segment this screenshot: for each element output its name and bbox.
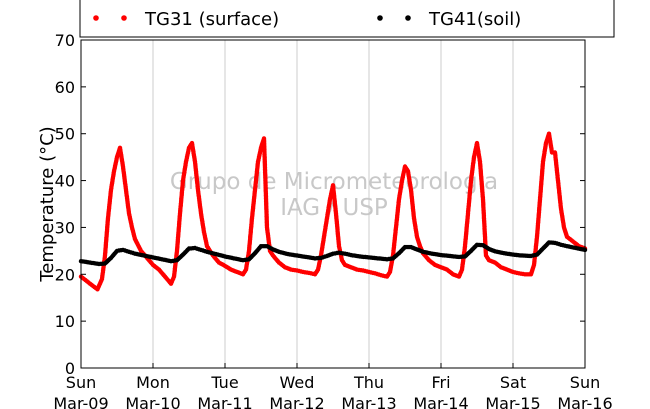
legend: TG31 (surface) TG41(soil): [79, 0, 615, 38]
x-tick-day-2: Tue: [210, 373, 238, 392]
x-tick-date-6: Mar-15: [485, 394, 540, 409]
x-tick-day-3: Wed: [280, 373, 315, 392]
plot-frame: [80, 39, 586, 369]
y-tick-label-20: 20: [55, 265, 75, 284]
x-tick-date-5: Mar-14: [413, 394, 468, 409]
x-tick-day-1: Mon: [136, 373, 170, 392]
x-tick-date-0: Mar-09: [53, 394, 108, 409]
y-tick-label-10: 10: [55, 312, 75, 331]
x-tick-date-7: Mar-16: [557, 394, 612, 409]
x-axis-ticks: Sun Mar-09 Mon Mar-10 Tue Mar-11 Wed Mar-12 Thu M…: [53, 363, 613, 409]
legend-box: [79, 0, 615, 38]
series-surface: [78, 131, 588, 292]
y-axis-label: Temperature (°C): [37, 126, 58, 282]
legend-marker-soil: [377, 15, 411, 21]
y-tick-label-30: 30: [55, 218, 75, 237]
legend-marker-surface: [93, 15, 127, 21]
y-tick-label-60: 60: [55, 78, 75, 97]
y-tick-label-0: 0: [65, 359, 75, 378]
x-tick-date-4: Mar-13: [341, 394, 396, 409]
legend-label-soil: TG41(soil): [428, 9, 521, 30]
x-tick-day-7: Sun: [570, 373, 600, 392]
x-tick-date-3: Mar-12: [269, 394, 324, 409]
watermark: Grupo de Micrometeorologia IAG / USP: [170, 169, 498, 221]
legend-label-surface: TG31 (surface): [144, 9, 279, 30]
series-soil: [78, 240, 588, 267]
y-tick-label-70: 70: [55, 31, 75, 50]
x-tick-date-1: Mar-10: [125, 394, 180, 409]
y-axis-ticks: 0 10 20 30 40 50 60 70: [55, 31, 585, 378]
y-tick-label-50: 50: [55, 125, 75, 144]
y-tick-label-40: 40: [55, 172, 75, 191]
x-tick-day-4: Thu: [353, 373, 384, 392]
x-tick-date-2: Mar-11: [197, 394, 252, 409]
vertical-gridlines: [152, 40, 514, 368]
x-tick-day-5: Fri: [431, 373, 450, 392]
x-tick-day-6: Sat: [500, 373, 526, 392]
x-tick-day-0: Sun: [66, 373, 96, 392]
